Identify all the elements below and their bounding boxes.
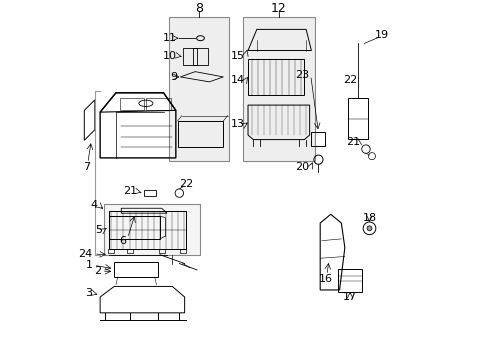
Bar	[337, 269, 362, 292]
Bar	[159, 249, 164, 253]
Text: 21: 21	[346, 137, 360, 147]
Text: 22: 22	[342, 76, 357, 85]
Text: 16: 16	[318, 274, 332, 284]
Bar	[145, 98, 170, 111]
Bar	[311, 132, 325, 145]
Text: 20: 20	[295, 162, 309, 172]
Text: 21: 21	[122, 186, 137, 196]
Bar	[127, 249, 133, 253]
Text: 7: 7	[83, 162, 90, 172]
Text: 19: 19	[374, 30, 388, 40]
Text: 22: 22	[179, 179, 193, 189]
Bar	[242, 17, 314, 161]
Bar	[347, 98, 367, 139]
Text: 10: 10	[163, 51, 177, 61]
Text: 8: 8	[194, 2, 203, 15]
Bar	[119, 98, 144, 111]
Text: 13: 13	[231, 120, 244, 130]
Bar	[247, 59, 304, 95]
Bar	[114, 262, 158, 277]
Text: 2: 2	[94, 266, 101, 276]
Bar	[177, 121, 223, 147]
Text: 4: 4	[90, 201, 97, 211]
Text: 1: 1	[85, 260, 92, 270]
Text: 12: 12	[270, 2, 286, 15]
Bar	[103, 204, 200, 255]
Bar	[193, 48, 207, 64]
Bar	[168, 17, 228, 161]
Circle shape	[366, 226, 371, 231]
Text: 5: 5	[95, 225, 102, 235]
Text: 24: 24	[78, 249, 92, 259]
Bar	[109, 216, 160, 239]
Text: 15: 15	[231, 51, 244, 61]
Text: 11: 11	[163, 33, 177, 43]
Bar	[183, 48, 197, 64]
Bar	[144, 190, 156, 196]
Text: 9: 9	[169, 72, 177, 82]
Text: 23: 23	[295, 70, 309, 80]
Text: 18: 18	[362, 213, 376, 223]
Bar	[108, 249, 113, 253]
Text: 6: 6	[119, 236, 126, 246]
Text: 14: 14	[231, 76, 244, 85]
Bar	[180, 249, 185, 253]
Text: 17: 17	[343, 292, 356, 302]
Text: 3: 3	[85, 288, 92, 298]
Bar	[109, 211, 186, 249]
